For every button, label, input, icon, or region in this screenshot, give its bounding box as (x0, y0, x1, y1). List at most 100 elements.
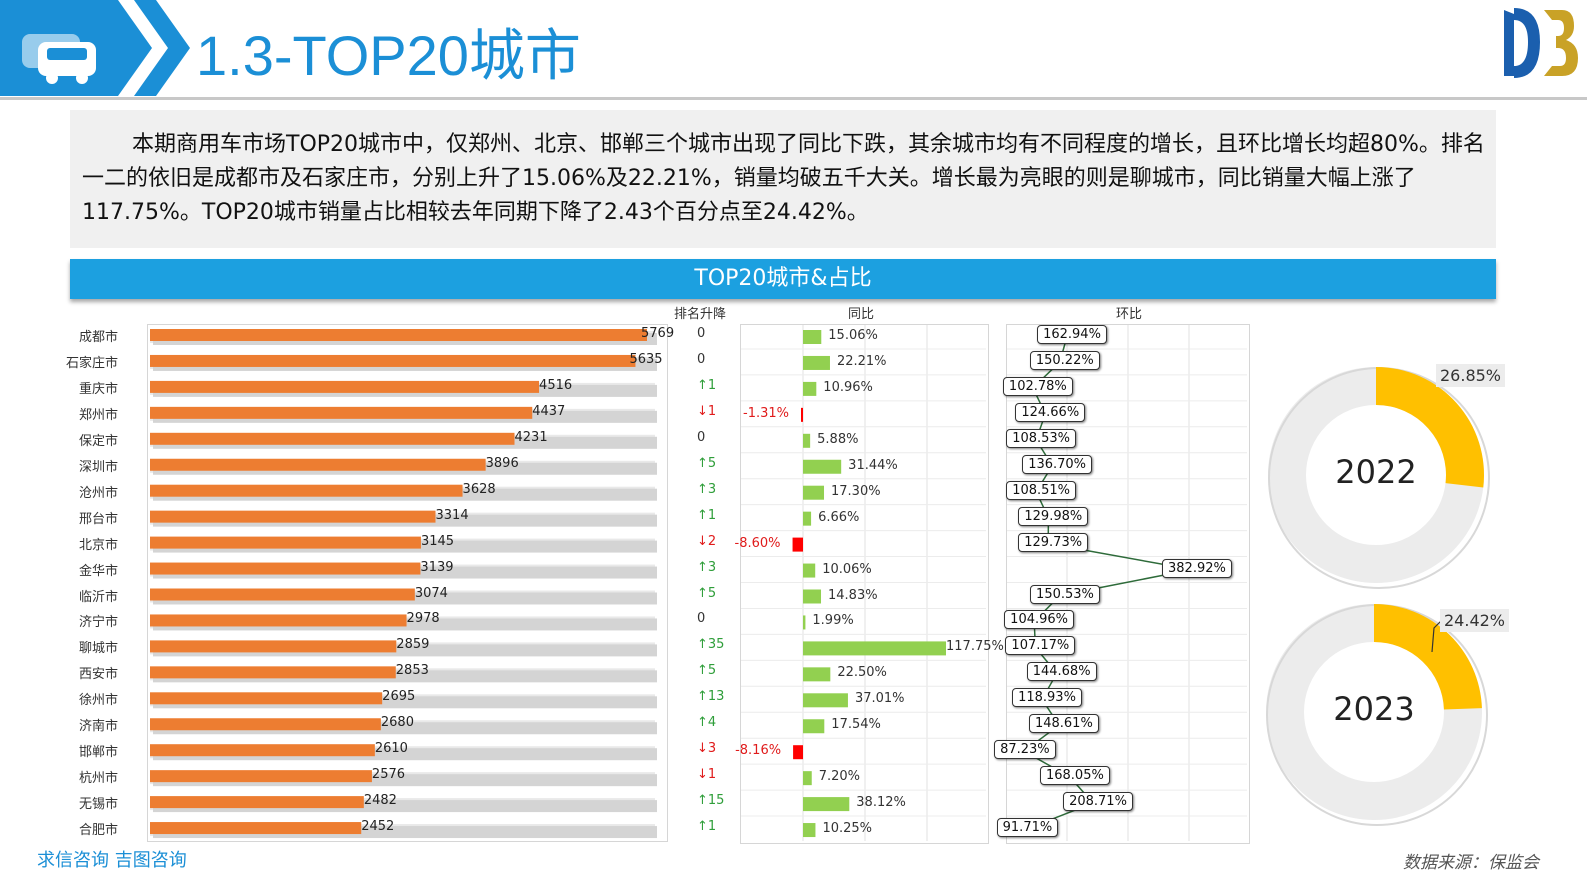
donut-share-label: 24.42% (1440, 609, 1510, 632)
donut-center-year: 2022 (1335, 453, 1417, 491)
yoy-bar (803, 485, 825, 500)
yoy-bar-negative (793, 745, 803, 760)
rank-change-label: 0 (697, 351, 706, 367)
yoy-value-label: 7.20% (818, 769, 861, 785)
footer-source-right: 数据来源：保监会 (1403, 853, 1539, 873)
sales-value-label: 2853 (395, 663, 429, 679)
yoy-value-label: 22.50% (837, 665, 887, 681)
donut-share-label: 26.85% (1436, 364, 1506, 387)
rank-change-label: ↑4 (697, 715, 717, 731)
yoy-bar (803, 563, 816, 578)
sales-value-label: 3145 (420, 533, 455, 549)
city-label: 保定市 (78, 433, 118, 449)
yoy-bar-negative (801, 407, 803, 422)
mom-value-label: 136.70% (1022, 454, 1093, 474)
yoy-bar (803, 667, 831, 682)
yoy-bar (803, 589, 822, 604)
header-banner (0, 0, 190, 96)
city-label: 西安市 (78, 667, 118, 683)
yoy-header: 同比 (848, 307, 875, 322)
yoy-bar (803, 615, 806, 630)
city-label: 无锡市 (78, 797, 118, 813)
yoy-bar (803, 823, 816, 838)
yoy-bar (803, 719, 825, 734)
yoy-value-label: 14.83% (828, 587, 878, 603)
mom-value-label: 150.53% (1030, 584, 1100, 604)
yoy-value-label: 31.44% (848, 457, 898, 473)
city-label: 沧州市 (78, 485, 118, 501)
mom-value-label: 382.92% (1162, 558, 1232, 578)
sales-bar (150, 380, 540, 393)
footer-source-left: 求信咨询 吉图咨询 (37, 850, 187, 871)
mom-value-label: 144.68% (1026, 662, 1097, 682)
sales-bar (150, 510, 436, 523)
summary-panel: 本期商用车市场TOP20城市中，仅郑州、北京、邯郸三个城市出现了同比下跌，其余城… (70, 110, 1496, 248)
sales-bar (150, 796, 364, 809)
rank-change-label: ↑5 (697, 585, 717, 601)
mom-value-label: 108.53% (1006, 428, 1077, 448)
sales-value-label: 2576 (371, 767, 406, 783)
yoy-bar (803, 693, 848, 708)
rank-change-label: ↑1 (697, 819, 717, 835)
sales-bar (150, 614, 407, 627)
sales-bar (150, 536, 421, 549)
yoy-bar (803, 641, 946, 656)
donut-center-year: 2023 (1333, 690, 1415, 728)
rank-change-label: ↑3 (697, 559, 717, 575)
yoy-bar-negative (792, 537, 803, 552)
sales-value-label: 2452 (361, 819, 395, 835)
sales-bar (150, 666, 396, 679)
sales-bar (150, 692, 383, 705)
rank-change-label: ↑1 (697, 377, 717, 393)
sales-bar (150, 640, 397, 653)
sales-bar (150, 432, 515, 445)
mom-value-label: 129.98% (1018, 506, 1089, 526)
mom-value-label: 108.51% (1006, 480, 1077, 500)
mom-value-label: 208.71% (1063, 792, 1133, 812)
rank-change-label: ↑35 (697, 637, 725, 653)
yoy-value-label: 6.66% (818, 509, 860, 525)
city-label: 成都市 (78, 330, 118, 345)
city-label: 郑州市 (78, 407, 118, 423)
donut-slice (1376, 367, 1485, 488)
yoy-bar (803, 381, 817, 396)
yoy-bar (803, 330, 822, 344)
page-title: 1.3-TOP20城市 (196, 24, 581, 87)
rank-change-label: ↑3 (697, 481, 717, 497)
rank-change-label: ↓3 (697, 741, 717, 757)
city-label: 临沂市 (78, 589, 118, 605)
yoy-value-label: 10.06% (822, 561, 872, 577)
rank-change-label: ↓2 (697, 533, 717, 549)
sales-value-label: 3628 (462, 481, 496, 497)
yoy-value-label: 38.12% (856, 795, 906, 811)
sales-value-label: 2680 (380, 715, 414, 731)
rank-change-label: 0 (697, 429, 706, 445)
sales-bar (150, 822, 362, 835)
sales-bar (150, 588, 415, 601)
yoy-value-label: 15.06% (828, 328, 878, 343)
yoy-bar (803, 459, 842, 474)
city-label: 北京市 (78, 537, 118, 553)
section-header: TOP20城市&占比 (70, 259, 1496, 299)
city-label: 邯郸市 (78, 745, 118, 761)
yoy-bar (803, 771, 812, 786)
rank-change-label: ↓1 (697, 403, 717, 419)
mom-value-label: 118.93% (1012, 688, 1082, 708)
rank-change-label: 0 (697, 326, 706, 341)
yoy-value-label: 17.54% (831, 717, 881, 733)
sales-value-label: 2978 (406, 611, 440, 627)
yoy-bar (803, 433, 811, 448)
yoy-bar (803, 355, 830, 370)
city-label: 济宁市 (78, 615, 118, 631)
sales-bar (150, 406, 533, 419)
yoy-value-label: -1.31% (743, 405, 789, 421)
yoy-bar (803, 511, 812, 526)
sales-value-label: 2610 (374, 741, 408, 757)
yoy-bar (803, 797, 850, 812)
mom-value-label: 87.23% (994, 740, 1056, 760)
rank-change-label: ↑1 (697, 507, 717, 523)
sales-bar (150, 744, 375, 757)
yoy-value-label: -8.16% (735, 743, 782, 759)
sales-bar (150, 458, 486, 471)
